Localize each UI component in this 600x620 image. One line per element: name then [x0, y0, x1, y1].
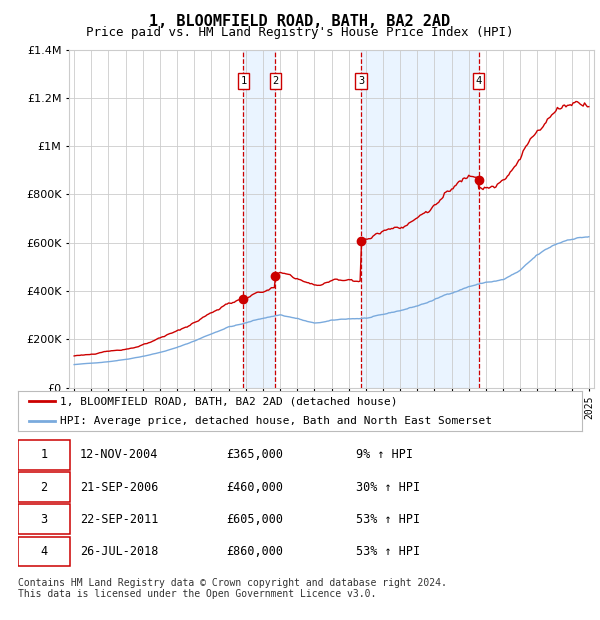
- Text: Contains HM Land Registry data © Crown copyright and database right 2024.
This d: Contains HM Land Registry data © Crown c…: [18, 578, 447, 600]
- Text: £460,000: £460,000: [227, 480, 284, 494]
- Text: 4: 4: [40, 545, 47, 557]
- Text: 2: 2: [272, 76, 278, 86]
- Text: 1, BLOOMFIELD ROAD, BATH, BA2 2AD: 1, BLOOMFIELD ROAD, BATH, BA2 2AD: [149, 14, 451, 29]
- Text: 53% ↑ HPI: 53% ↑ HPI: [356, 545, 421, 557]
- Text: £860,000: £860,000: [227, 545, 284, 557]
- Text: 4: 4: [475, 76, 482, 86]
- FancyBboxPatch shape: [18, 472, 70, 502]
- Text: 30% ↑ HPI: 30% ↑ HPI: [356, 480, 421, 494]
- Text: 12-NOV-2004: 12-NOV-2004: [80, 448, 158, 461]
- Text: 3: 3: [358, 76, 364, 86]
- Text: £365,000: £365,000: [227, 448, 284, 461]
- FancyBboxPatch shape: [18, 505, 70, 534]
- Text: 1: 1: [241, 76, 247, 86]
- Text: £605,000: £605,000: [227, 513, 284, 526]
- Text: 2: 2: [40, 480, 47, 494]
- FancyBboxPatch shape: [18, 440, 70, 469]
- Text: 9% ↑ HPI: 9% ↑ HPI: [356, 448, 413, 461]
- Text: 21-SEP-2006: 21-SEP-2006: [80, 480, 158, 494]
- Text: 53% ↑ HPI: 53% ↑ HPI: [356, 513, 421, 526]
- Text: 3: 3: [40, 513, 47, 526]
- Bar: [361, 50, 479, 388]
- Bar: [244, 50, 275, 388]
- Text: 26-JUL-2018: 26-JUL-2018: [80, 545, 158, 557]
- Text: HPI: Average price, detached house, Bath and North East Somerset: HPI: Average price, detached house, Bath…: [60, 416, 493, 426]
- Text: 1: 1: [40, 448, 47, 461]
- Text: 22-SEP-2011: 22-SEP-2011: [80, 513, 158, 526]
- FancyBboxPatch shape: [18, 536, 70, 566]
- Text: Price paid vs. HM Land Registry's House Price Index (HPI): Price paid vs. HM Land Registry's House …: [86, 26, 514, 39]
- Text: 1, BLOOMFIELD ROAD, BATH, BA2 2AD (detached house): 1, BLOOMFIELD ROAD, BATH, BA2 2AD (detac…: [60, 396, 398, 407]
